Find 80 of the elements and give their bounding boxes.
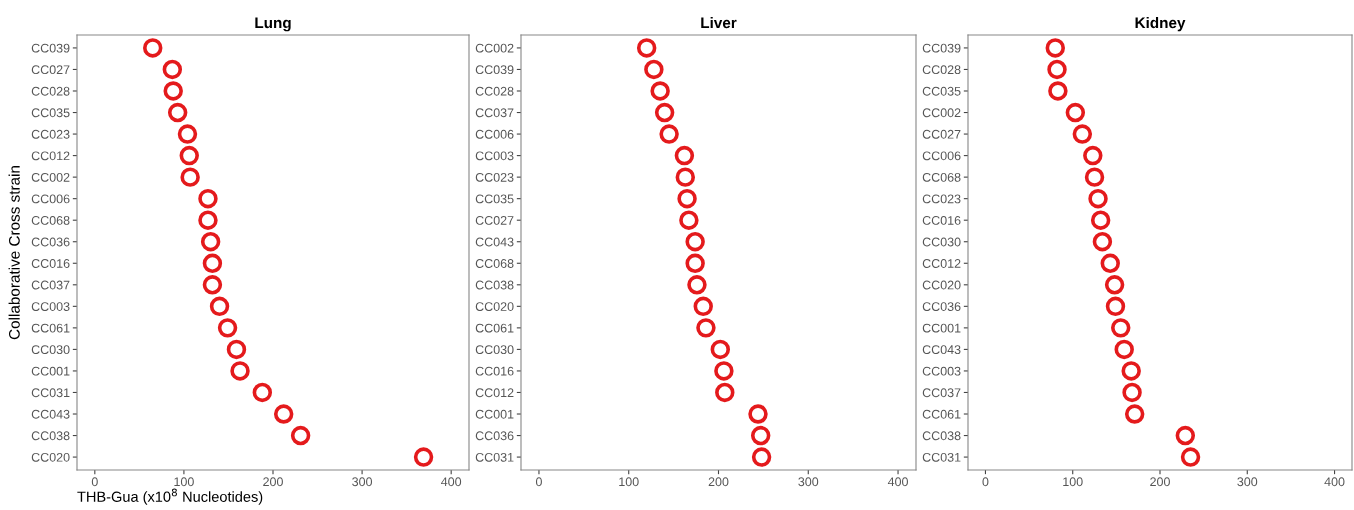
y-tick-label: CC016 bbox=[31, 259, 70, 268]
y-tick-label: CC031 bbox=[475, 452, 514, 462]
y-tick-label: CC001 bbox=[31, 366, 70, 376]
y-tick-label: CC030 bbox=[31, 345, 70, 355]
y-tick-label: CC030 bbox=[922, 237, 961, 247]
y-axis-title: Collaborative Cross strain bbox=[8, 166, 20, 340]
x-tick-label: 0 bbox=[535, 477, 542, 487]
y-tick-label: CC028 bbox=[31, 86, 70, 96]
x-tick-label: 300 bbox=[1237, 477, 1258, 487]
y-tick-label: CC006 bbox=[475, 129, 514, 139]
y-tick-label: CC061 bbox=[475, 323, 514, 333]
x-tick-label: 100 bbox=[619, 477, 639, 487]
y-tick-label: CC043 bbox=[31, 409, 70, 419]
y-tick-label: CC068 bbox=[31, 216, 70, 225]
y-tick-label: CC020 bbox=[922, 280, 961, 290]
y-tick-label: CC006 bbox=[31, 194, 70, 204]
y-tick-label: CC036 bbox=[475, 431, 514, 441]
y-tick-label: CC003 bbox=[31, 302, 70, 311]
x-tick-label: 100 bbox=[1063, 477, 1083, 487]
x-tick-label: 200 bbox=[263, 477, 283, 487]
y-tick-label: CC002 bbox=[31, 172, 70, 182]
y-tick-label: CC012 bbox=[922, 259, 961, 268]
x-tick-label: 0 bbox=[982, 477, 989, 487]
x-tick-label: 200 bbox=[1150, 477, 1170, 487]
y-tick-label: CC068 bbox=[922, 172, 961, 182]
y-tick-label: CC037 bbox=[31, 280, 70, 290]
y-tick-label: CC027 bbox=[922, 129, 961, 139]
y-tick-label: CC038 bbox=[922, 431, 961, 441]
y-tick-label: CC003 bbox=[475, 151, 514, 161]
y-tick-label: CC031 bbox=[31, 388, 70, 398]
y-tick-label: CC027 bbox=[31, 65, 70, 75]
y-tick-label: CC037 bbox=[922, 388, 961, 398]
y-tick-label: CC061 bbox=[31, 323, 70, 333]
y-tick-label: CC043 bbox=[922, 345, 961, 355]
y-tick-label: CC027 bbox=[475, 216, 514, 225]
y-tick-label: CC037 bbox=[475, 108, 514, 118]
y-tick-label: CC002 bbox=[475, 43, 514, 53]
y-tick-label: CC036 bbox=[31, 237, 70, 247]
x-tick-label: 300 bbox=[798, 477, 819, 487]
y-tick-label: CC068 bbox=[475, 259, 514, 268]
y-tick-label: CC012 bbox=[475, 388, 514, 398]
y-tick-label: CC039 bbox=[475, 65, 514, 75]
y-tick-label: CC003 bbox=[922, 366, 961, 376]
y-tick-label: CC001 bbox=[922, 323, 961, 333]
y-tick-label: CC023 bbox=[922, 194, 961, 204]
y-tick-label: CC061 bbox=[922, 409, 961, 419]
y-tick-label: CC043 bbox=[475, 237, 514, 247]
y-tick-label: CC012 bbox=[31, 151, 70, 161]
chart-title: Lung bbox=[255, 17, 291, 32]
y-tick-label: CC035 bbox=[475, 194, 514, 204]
y-tick-label: CC035 bbox=[922, 86, 961, 96]
y-tick-label: CC016 bbox=[475, 366, 514, 376]
y-tick-label: CC030 bbox=[475, 345, 514, 355]
y-tick-label: CC038 bbox=[31, 431, 70, 441]
y-tick-label: CC016 bbox=[922, 216, 961, 225]
x-tick-label: 200 bbox=[708, 477, 729, 487]
x-tick-label: 300 bbox=[352, 477, 373, 487]
y-tick-label: CC038 bbox=[475, 280, 514, 290]
y-tick-label: CC006 bbox=[922, 151, 961, 161]
y-tick-label: CC036 bbox=[922, 302, 961, 311]
y-tick-label: CC001 bbox=[475, 409, 514, 419]
chart-title: Kidney bbox=[1135, 16, 1186, 32]
y-tick-label: CC023 bbox=[31, 129, 70, 139]
y-tick-label: CC002 bbox=[922, 108, 961, 118]
x-tick-label: 400 bbox=[441, 477, 462, 487]
x-tick-label: 100 bbox=[174, 477, 194, 487]
y-tick-label: CC020 bbox=[31, 452, 70, 462]
y-tick-label: CC028 bbox=[922, 65, 961, 75]
x-tick-label: 400 bbox=[887, 477, 908, 487]
y-tick-label: CC023 bbox=[475, 172, 514, 182]
y-tick-label: CC020 bbox=[475, 302, 514, 311]
y-tick-label: CC028 bbox=[475, 86, 514, 96]
x-tick-label: 0 bbox=[91, 477, 98, 487]
y-tick-label: CC035 bbox=[31, 108, 70, 118]
y-tick-label: CC031 bbox=[922, 452, 961, 462]
y-tick-label: CC039 bbox=[31, 43, 70, 53]
chart-title: Liver bbox=[701, 16, 737, 29]
x-tick-label: 400 bbox=[1324, 477, 1345, 487]
y-tick-label: CC039 bbox=[922, 43, 961, 53]
x-axis-title: THB-Gua (x10$^{8}$ Nucleotides) bbox=[77, 488, 263, 505]
